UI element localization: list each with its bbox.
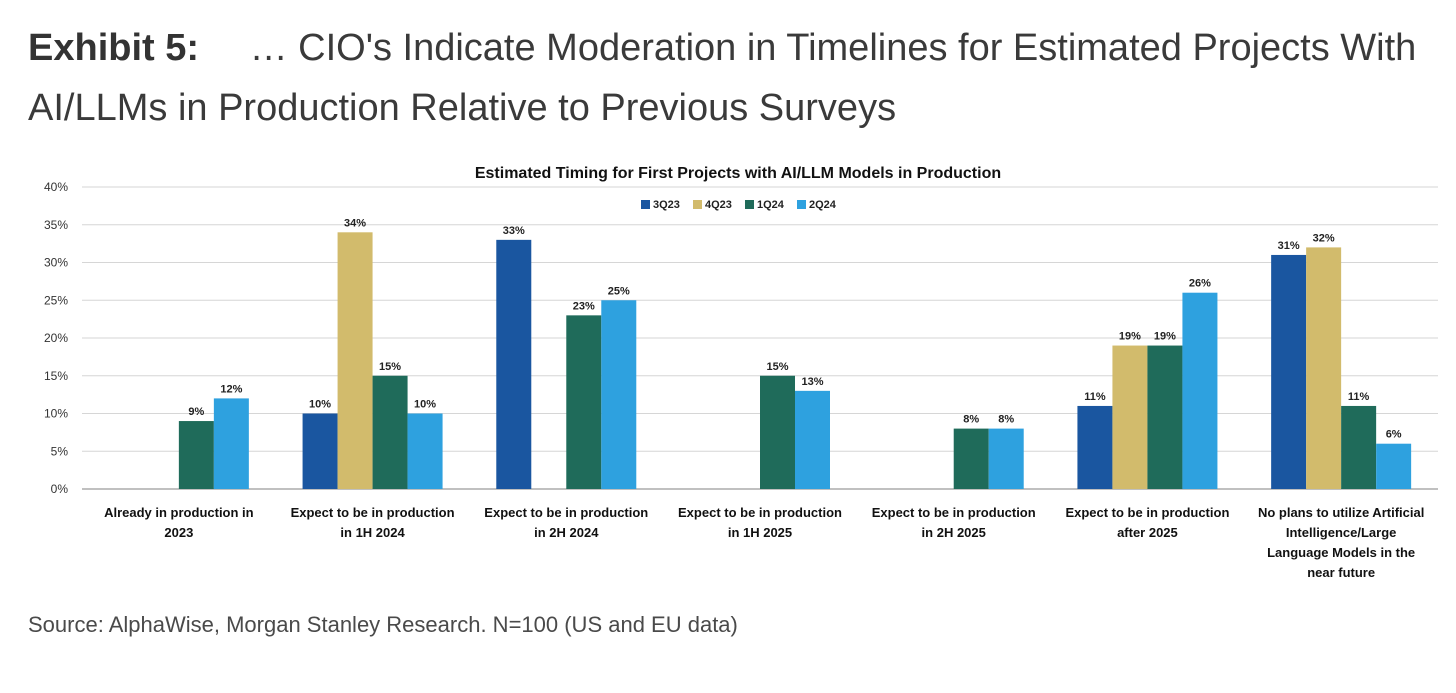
x-category-label: Expect to be in production in 2H 2024	[484, 505, 648, 540]
bar-1q24	[178, 421, 214, 489]
bar-4q23	[1112, 345, 1148, 489]
bars	[178, 232, 1412, 490]
x-category-label: Expect to be in production after 2025	[1065, 505, 1229, 540]
bar-chart: Estimated Timing for First Projects with…	[44, 165, 1438, 580]
legend: 3Q23 4Q23 1Q24 2Q24	[641, 199, 837, 211]
bar-2q24	[1376, 443, 1412, 489]
exhibit-title: … CIO's Indicate Moderation in Timelines…	[28, 27, 1417, 129]
bar-2q24	[213, 398, 249, 489]
bar-1q24	[566, 315, 602, 489]
bar-4q23	[1306, 247, 1342, 489]
y-axis-ticks: 0% 5% 10% 15% 20% 25% 30% 35% 40%	[44, 180, 68, 496]
bar-2q24	[601, 300, 637, 489]
bar-2q24	[988, 428, 1024, 489]
bar-1q24	[760, 375, 795, 489]
y-tick-label: 20%	[44, 331, 68, 345]
x-category-label: No plans to utilize Artificial Intelligen…	[1258, 505, 1424, 580]
legend-swatch-1q24	[745, 200, 754, 209]
x-category-label: Expect to be in production in 1H 2024	[291, 505, 455, 540]
exhibit-label: Exhibit 5:	[28, 27, 200, 69]
data-label: 34%	[344, 217, 366, 229]
legend-label: 4Q23	[705, 199, 732, 211]
bar-3q23	[496, 239, 532, 489]
source-note: Source: AlphaWise, Morgan Stanley Resear…	[28, 612, 738, 637]
bar-3q23	[1077, 405, 1113, 489]
data-label: 10%	[414, 399, 436, 411]
bar-2q24	[407, 413, 443, 489]
x-axis-labels: Already in production in 2023 Expect to be…	[104, 505, 1424, 580]
y-tick-label: 25%	[44, 293, 68, 307]
bar-3q23	[302, 413, 338, 489]
data-label: 12%	[220, 383, 242, 395]
bar-1q24	[372, 375, 408, 489]
x-category-label: Already in production in 2023	[104, 505, 254, 540]
y-tick-label: 40%	[44, 180, 68, 194]
y-tick-label: 0%	[51, 482, 69, 496]
data-label: 25%	[608, 285, 630, 297]
y-tick-label: 15%	[44, 369, 68, 383]
data-label: 15%	[766, 361, 788, 373]
bar-1q24	[1147, 345, 1183, 489]
legend-label: 3Q23	[653, 199, 680, 211]
bar-1q24	[953, 428, 989, 489]
data-labels: 9% 12% 10% 34% 15% 10% 33% 23% 25% 15% 13% 8% 8% 11% 1…	[188, 217, 1401, 440]
data-label: 6%	[1386, 429, 1402, 441]
data-label: 33%	[503, 225, 525, 237]
x-category-label: Expect to be in production in 1H 2025	[678, 505, 842, 540]
y-tick-label: 35%	[44, 218, 68, 232]
legend-swatch-2q24	[797, 200, 806, 209]
data-label: 13%	[801, 376, 823, 388]
bar-4q23	[337, 232, 373, 490]
y-tick-label: 10%	[44, 407, 68, 421]
data-label: 11%	[1348, 391, 1370, 403]
exhibit-header: Exhibit 5: … CIO's Indicate Moderation i…	[28, 18, 1438, 138]
data-label: 19%	[1119, 331, 1141, 343]
bar-3q23	[1271, 254, 1307, 489]
legend-label: 2Q24	[809, 199, 837, 211]
chart-title: Estimated Timing for First Projects with…	[475, 165, 1001, 182]
data-label: 9%	[188, 406, 204, 418]
data-label: 11%	[1084, 391, 1106, 403]
data-label: 10%	[309, 399, 331, 411]
bar-2q24	[1182, 292, 1218, 489]
bar-2q24	[795, 390, 830, 489]
data-label: 8%	[963, 414, 979, 426]
data-label: 15%	[379, 361, 401, 373]
bar-1q24	[1341, 405, 1377, 489]
data-label: 23%	[573, 300, 595, 312]
legend-label: 1Q24	[757, 199, 785, 211]
data-label: 32%	[1313, 232, 1335, 244]
legend-swatch-3q23	[641, 200, 650, 209]
x-category-label: Expect to be in production in 2H 2025	[872, 505, 1036, 540]
y-tick-label: 5%	[51, 444, 69, 458]
data-label: 31%	[1278, 240, 1300, 252]
data-label: 26%	[1189, 278, 1211, 290]
data-label: 8%	[998, 414, 1014, 426]
y-tick-label: 30%	[44, 256, 68, 270]
data-label: 19%	[1154, 331, 1176, 343]
legend-swatch-4q23	[693, 200, 702, 209]
